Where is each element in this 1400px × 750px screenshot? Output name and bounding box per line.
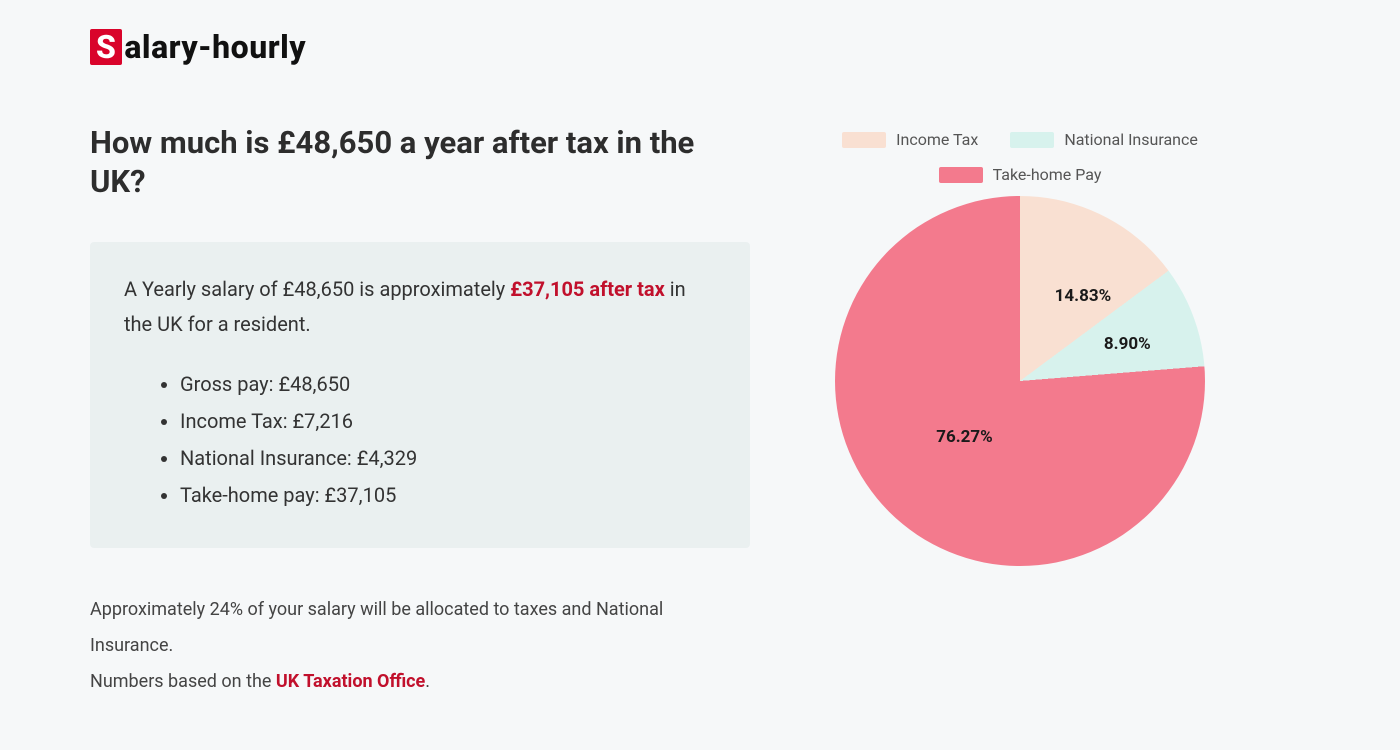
summary-list: Gross pay: £48,650 Income Tax: £7,216 Na…	[124, 366, 716, 514]
legend-item-income-tax: Income Tax	[842, 130, 978, 149]
summary-sentence: A Yearly salary of £48,650 is approximat…	[124, 272, 716, 342]
site-logo: Salary-hourly	[90, 28, 1310, 66]
footnote-line2-prefix: Numbers based on the	[90, 671, 276, 692]
pie-label-income-tax: 14.83%	[1055, 286, 1112, 306]
legend-swatch	[842, 132, 886, 148]
legend-item-national-insurance: National Insurance	[1010, 130, 1198, 149]
pie-label-take-home: 76.27%	[936, 427, 993, 447]
legend-item-take-home: Take-home Pay	[939, 165, 1102, 184]
pie-label-national-insurance: 8.90%	[1104, 334, 1151, 354]
pie-chart: 14.83% 8.90% 76.27%	[835, 196, 1205, 566]
footnote-line1: Approximately 24% of your salary will be…	[90, 599, 663, 656]
page-root: Salary-hourly How much is £48,650 a year…	[0, 0, 1400, 700]
footnote-line2-suffix: .	[425, 671, 430, 692]
legend-label: National Insurance	[1064, 130, 1198, 149]
list-item: Take-home pay: £37,105	[180, 477, 716, 514]
summary-prefix: A Yearly salary of £48,650 is approximat…	[124, 277, 510, 301]
list-item: Income Tax: £7,216	[180, 403, 716, 440]
content-row: How much is £48,650 a year after tax in …	[90, 124, 1310, 700]
left-column: How much is £48,650 a year after tax in …	[90, 124, 750, 700]
legend-swatch	[1010, 132, 1054, 148]
taxation-office-link[interactable]: UK Taxation Office	[276, 671, 425, 692]
list-item: Gross pay: £48,650	[180, 366, 716, 403]
logo-s-block: S	[90, 29, 122, 66]
list-item: National Insurance: £4,329	[180, 440, 716, 477]
summary-box: A Yearly salary of £48,650 is approximat…	[90, 242, 750, 548]
legend-swatch	[939, 167, 983, 183]
footnote: Approximately 24% of your salary will be…	[90, 592, 750, 700]
legend-label: Income Tax	[896, 130, 978, 149]
summary-highlight: £37,105 after tax	[510, 277, 665, 301]
chart-legend: Income Tax National Insurance Take-home …	[810, 130, 1230, 184]
logo-text: alary-hourly	[124, 28, 306, 66]
pie-disc	[835, 196, 1205, 566]
page-title: How much is £48,650 a year after tax in …	[90, 124, 750, 202]
chart-area: Income Tax National Insurance Take-home …	[810, 124, 1230, 566]
legend-label: Take-home Pay	[993, 165, 1102, 184]
